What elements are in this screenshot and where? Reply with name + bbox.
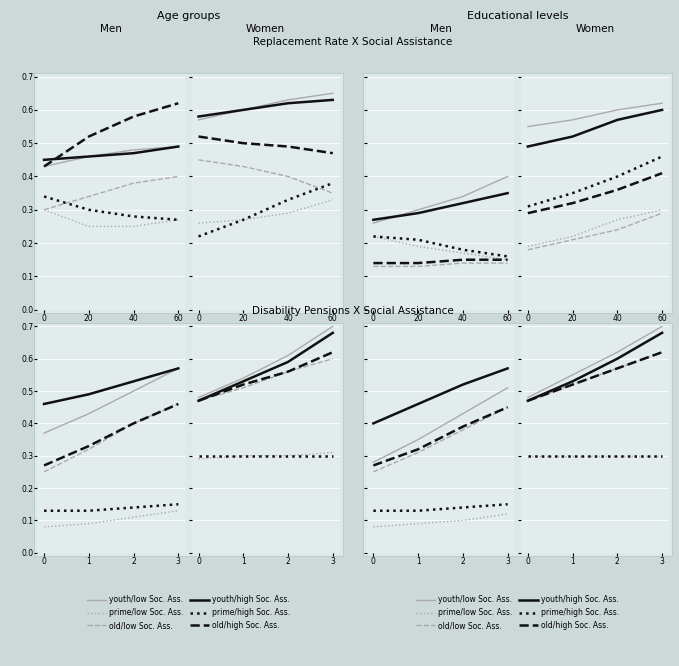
- Text: Replacement Rate X Social Assistance: Replacement Rate X Social Assistance: [253, 37, 453, 47]
- Text: Age groups: Age groups: [157, 11, 220, 21]
- Legend: youth/low Soc. Ass., prime/low Soc. Ass., old/low Soc. Ass., youth/high Soc. Ass: youth/low Soc. Ass., prime/low Soc. Ass.…: [414, 593, 621, 632]
- Text: Men: Men: [430, 24, 452, 34]
- Text: Men: Men: [100, 24, 122, 34]
- Text: Women: Women: [246, 24, 285, 34]
- Text: Women: Women: [575, 24, 614, 34]
- Text: Disability Pensions X Social Assistance: Disability Pensions X Social Assistance: [252, 306, 454, 316]
- Text: Educational levels: Educational levels: [467, 11, 568, 21]
- Legend: youth/low Soc. Ass., prime/low Soc. Ass., old/low Soc. Ass., youth/high Soc. Ass: youth/low Soc. Ass., prime/low Soc. Ass.…: [85, 593, 292, 632]
